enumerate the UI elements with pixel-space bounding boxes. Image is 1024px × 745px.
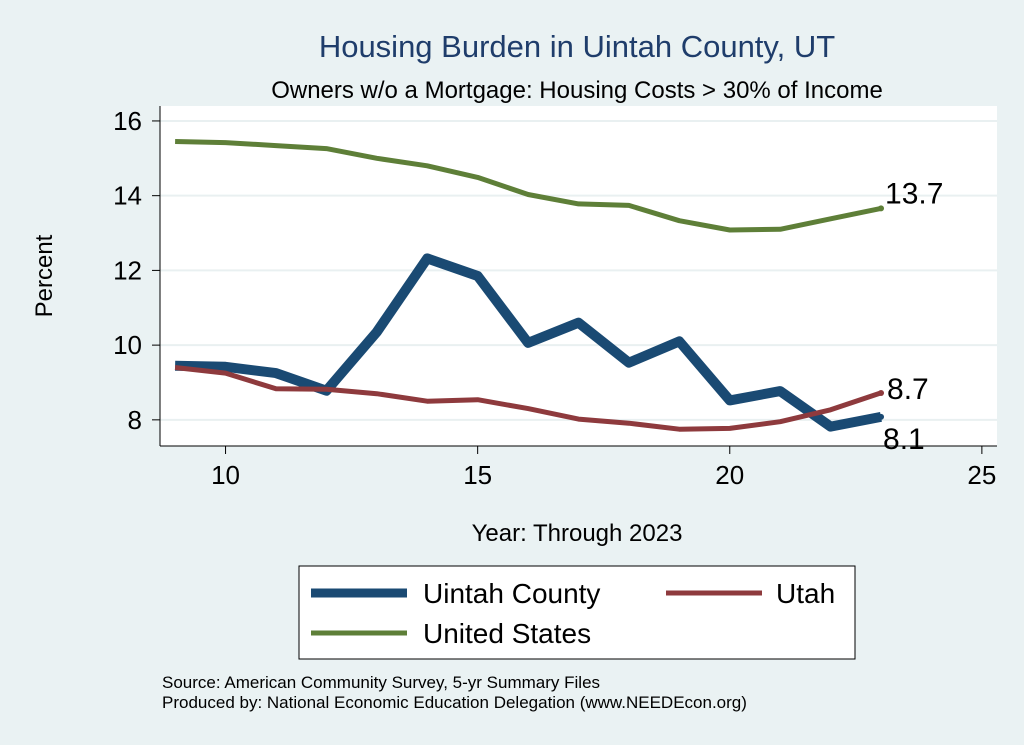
xtick-label: 15 bbox=[463, 460, 492, 490]
end-label-uintah-county: 8.1 bbox=[883, 423, 925, 456]
legend-entry-united-states: United States bbox=[311, 618, 591, 649]
legend-entry-uintah: Uintah County bbox=[311, 578, 600, 609]
end-label-united-states: 13.7 bbox=[885, 177, 943, 210]
chart-title: Housing Burden in Uintah County, UT bbox=[319, 29, 835, 64]
x-ticks: 10 15 20 25 bbox=[211, 446, 996, 490]
legend-label-united-states: United States bbox=[423, 618, 591, 649]
legend-label-uintah: Uintah County bbox=[423, 578, 600, 609]
x-axis-label: Year: Through 2023 bbox=[472, 520, 683, 547]
legend-box bbox=[298, 565, 856, 660]
end-marker-united-states bbox=[878, 205, 885, 212]
end-labels: 8.1 8.7 13.7 bbox=[878, 177, 943, 456]
ytick-label: 8 bbox=[128, 405, 142, 435]
y-ticks: 8 10 12 14 16 bbox=[113, 106, 160, 435]
chart-subtitle: Owners w/o a Mortgage: Housing Costs > 3… bbox=[271, 77, 883, 104]
xtick-label: 20 bbox=[715, 460, 744, 490]
y-axis-label: Percent bbox=[31, 234, 58, 317]
ytick-label: 12 bbox=[113, 255, 142, 285]
end-marker-uintah-county bbox=[878, 413, 885, 420]
series-lines bbox=[174, 139, 882, 432]
ytick-label: 10 bbox=[113, 330, 142, 360]
end-label-utah: 8.7 bbox=[887, 373, 929, 406]
xtick-label: 10 bbox=[211, 460, 240, 490]
legend-label-utah: Utah bbox=[776, 578, 835, 609]
ytick-label: 14 bbox=[113, 181, 142, 211]
xtick-label: 25 bbox=[967, 460, 996, 490]
source-note: Source: American Community Survey, 5-yr … bbox=[162, 673, 600, 692]
ytick-label: 16 bbox=[113, 106, 142, 136]
end-marker-utah bbox=[878, 389, 885, 396]
legend-entry-utah: Utah bbox=[666, 578, 835, 609]
produced-by-note: Produced by: National Economic Education… bbox=[162, 693, 747, 712]
